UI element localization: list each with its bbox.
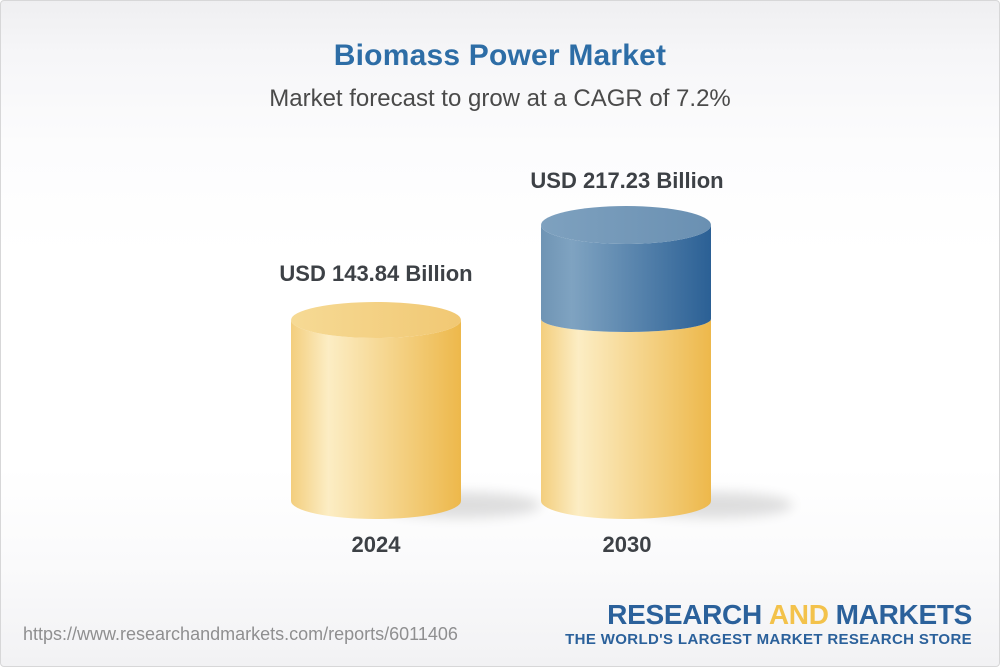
category-label-2024: 2024 (351, 532, 401, 557)
logo-word-markets: MARKETS (835, 599, 973, 630)
bar-2030-top (541, 206, 711, 244)
bar-2024-cylinder (291, 302, 461, 519)
report-url-link[interactable]: https://www.researchandmarkets.com/repor… (23, 624, 458, 644)
bar-2030-growth-segment (541, 225, 711, 332)
logo-word-research: RESEARCH (607, 599, 762, 630)
company-logo[interactable]: RESEARCH AND MARKETS THE WORLD'S LARGEST M… (565, 601, 972, 648)
category-label-2030: 2030 (602, 532, 652, 557)
value-label-2030: USD 217.23 Billion (530, 168, 724, 193)
bar-2030-base-segment (541, 319, 711, 519)
company-logo-tagline: THE WORLD'S LARGEST MARKET RESEARCH STOR… (565, 631, 972, 648)
bar-2030-cylinder (541, 206, 711, 519)
page-subtitle: Market forecast to grow at a CAGR of 7.2… (269, 85, 731, 112)
value-label-2024: USD 143.84 Billion (279, 261, 473, 286)
bar-2024-top (291, 302, 461, 338)
company-logo-wordmark: RESEARCH AND MARKETS (565, 601, 972, 629)
page-title: Biomass Power Market (333, 39, 667, 72)
logo-word-and: AND (768, 599, 829, 630)
bar-2024-body (291, 320, 461, 519)
